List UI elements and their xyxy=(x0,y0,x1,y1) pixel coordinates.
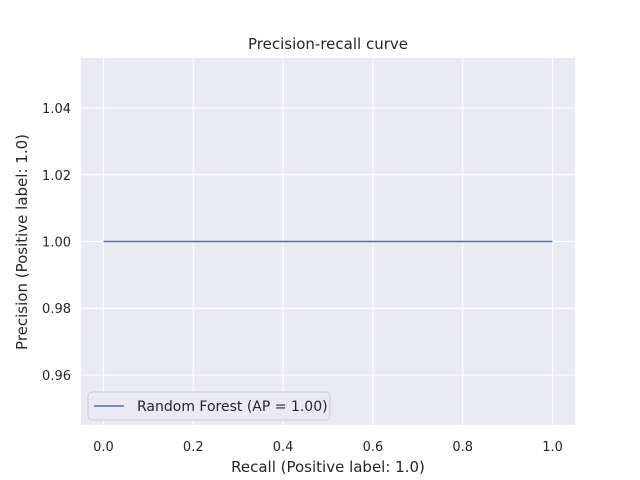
x-tick-labels: 0.0 0.2 0.4 0.6 0.8 1.0 xyxy=(93,440,563,455)
x-tick-label: 0.8 xyxy=(452,440,473,455)
y-tick-labels: 0.96 0.98 1.00 1.02 1.04 xyxy=(42,102,71,384)
x-tick-label: 0.6 xyxy=(363,440,384,455)
y-axis-label: Precision (Positive label: 1.0) xyxy=(13,134,31,350)
x-tick-label: 0.0 xyxy=(93,440,114,455)
x-axis-label: Recall (Positive label: 1.0) xyxy=(231,458,425,476)
x-tick-label: 0.2 xyxy=(183,440,204,455)
y-tick-label: 0.98 xyxy=(42,302,71,317)
y-tick-label: 1.02 xyxy=(42,169,71,184)
legend: Random Forest (AP = 1.00) xyxy=(87,391,331,421)
x-tick-label: 1.0 xyxy=(542,440,563,455)
y-tick-label: 1.04 xyxy=(42,102,71,117)
y-tick-label: 1.00 xyxy=(42,236,71,251)
x-tick-label: 0.4 xyxy=(273,440,294,455)
legend-box xyxy=(87,391,331,421)
y-tick-label: 0.96 xyxy=(42,369,71,384)
legend-label: Random Forest (AP = 1.00) xyxy=(137,399,328,415)
chart-title: Precision-recall curve xyxy=(248,35,408,53)
